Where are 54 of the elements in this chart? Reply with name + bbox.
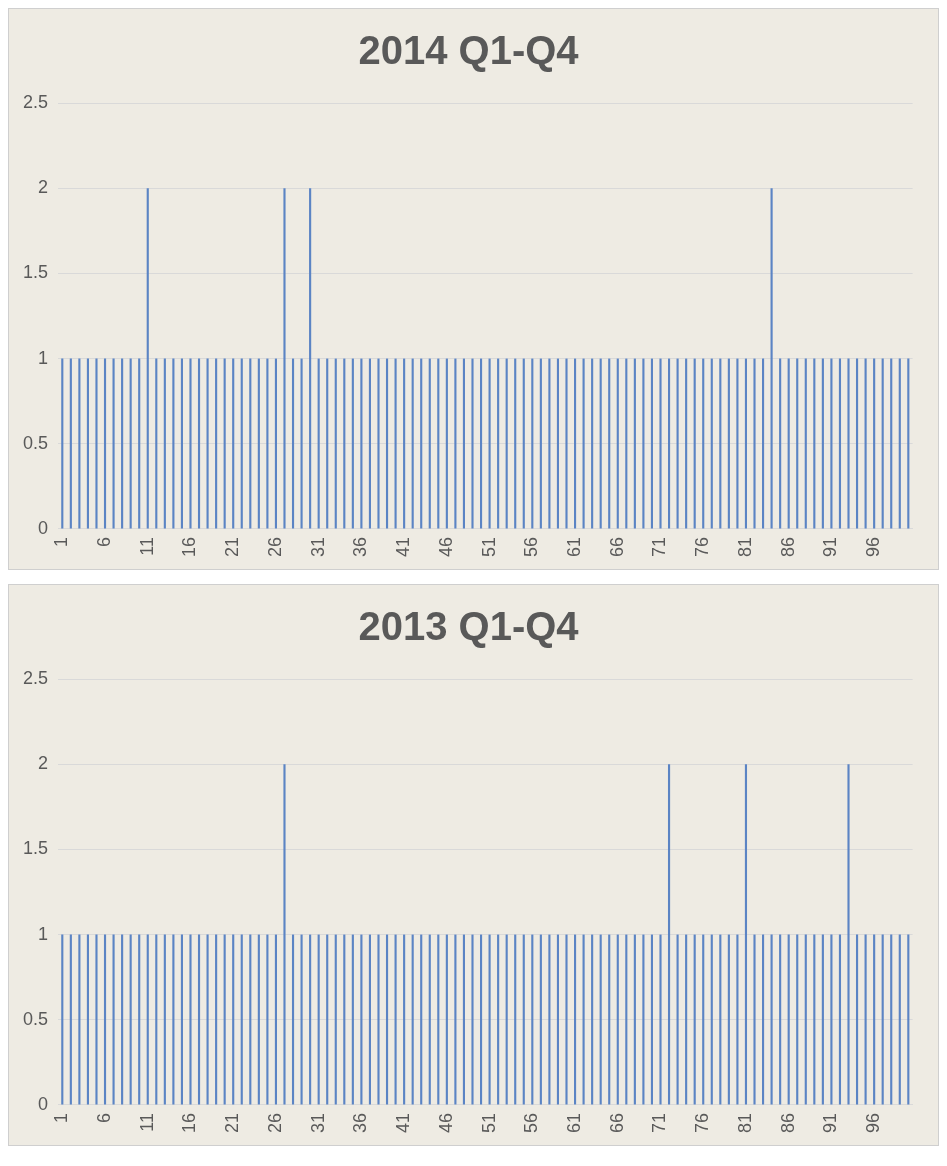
x-tick-label: 61 [564, 536, 585, 558]
x-tick-label: 71 [649, 1112, 670, 1134]
x-tick-label: 91 [820, 1112, 841, 1134]
x-tick-label: 36 [350, 536, 371, 558]
x-tick-label: 11 [136, 536, 157, 556]
x-tick-label: 56 [521, 536, 542, 558]
y-tick-label: 2.5 [22, 91, 49, 112]
x-tick-label: 86 [777, 536, 798, 558]
y-tick-label: 0 [38, 517, 49, 538]
y-tick-label: 0.5 [22, 1008, 49, 1029]
x-tick-label: 26 [264, 536, 285, 558]
chart-title: 2013 Q1-Q4 [358, 604, 580, 649]
x-tick-label: 76 [692, 536, 713, 558]
x-tick-label: 46 [435, 1112, 456, 1134]
x-tick-label: 16 [179, 536, 200, 558]
x-tick-label: 86 [777, 1112, 798, 1134]
y-tick-label: 1.5 [22, 838, 49, 859]
x-tick-label: 46 [435, 536, 456, 558]
x-tick-label: 41 [393, 1112, 414, 1134]
x-tick-label: 71 [649, 536, 670, 558]
x-tick-label: 1 [51, 536, 72, 547]
y-tick-label: 1 [38, 347, 49, 368]
x-tick-label: 36 [350, 1112, 371, 1134]
x-tick-label: 16 [179, 1112, 200, 1134]
x-tick-label: 96 [863, 536, 884, 558]
x-tick-label: 6 [93, 1112, 114, 1123]
y-tick-label: 0.5 [22, 432, 49, 453]
x-tick-label: 51 [478, 1112, 499, 1134]
x-tick-label: 96 [863, 1112, 884, 1134]
x-tick-label: 81 [734, 1112, 755, 1134]
x-tick-label: 81 [734, 536, 755, 558]
y-tick-label: 2 [38, 753, 49, 774]
y-tick-label: 2 [38, 177, 49, 198]
chart-title: 2014 Q1-Q4 [358, 28, 580, 73]
y-tick-label: 0 [38, 1093, 49, 1114]
x-tick-label: 61 [564, 1112, 585, 1134]
x-tick-label: 1 [51, 1112, 72, 1123]
x-tick-label: 31 [307, 536, 328, 558]
x-tick-label: 76 [692, 1112, 713, 1134]
x-tick-label: 21 [222, 536, 243, 558]
x-tick-label: 31 [307, 1112, 328, 1134]
x-tick-label: 6 [93, 536, 114, 547]
x-tick-label: 66 [606, 1112, 627, 1134]
y-tick-label: 2.5 [22, 667, 49, 688]
x-tick-label: 66 [606, 536, 627, 558]
x-tick-label: 56 [521, 1112, 542, 1134]
x-tick-label: 91 [820, 536, 841, 558]
x-tick-label: 11 [136, 1112, 157, 1132]
x-tick-label: 21 [222, 1112, 243, 1134]
x-tick-label: 51 [478, 536, 499, 558]
y-tick-label: 1 [38, 923, 49, 944]
x-tick-label: 26 [264, 1112, 285, 1134]
x-tick-label: 41 [393, 536, 414, 558]
y-tick-label: 1.5 [22, 262, 49, 283]
